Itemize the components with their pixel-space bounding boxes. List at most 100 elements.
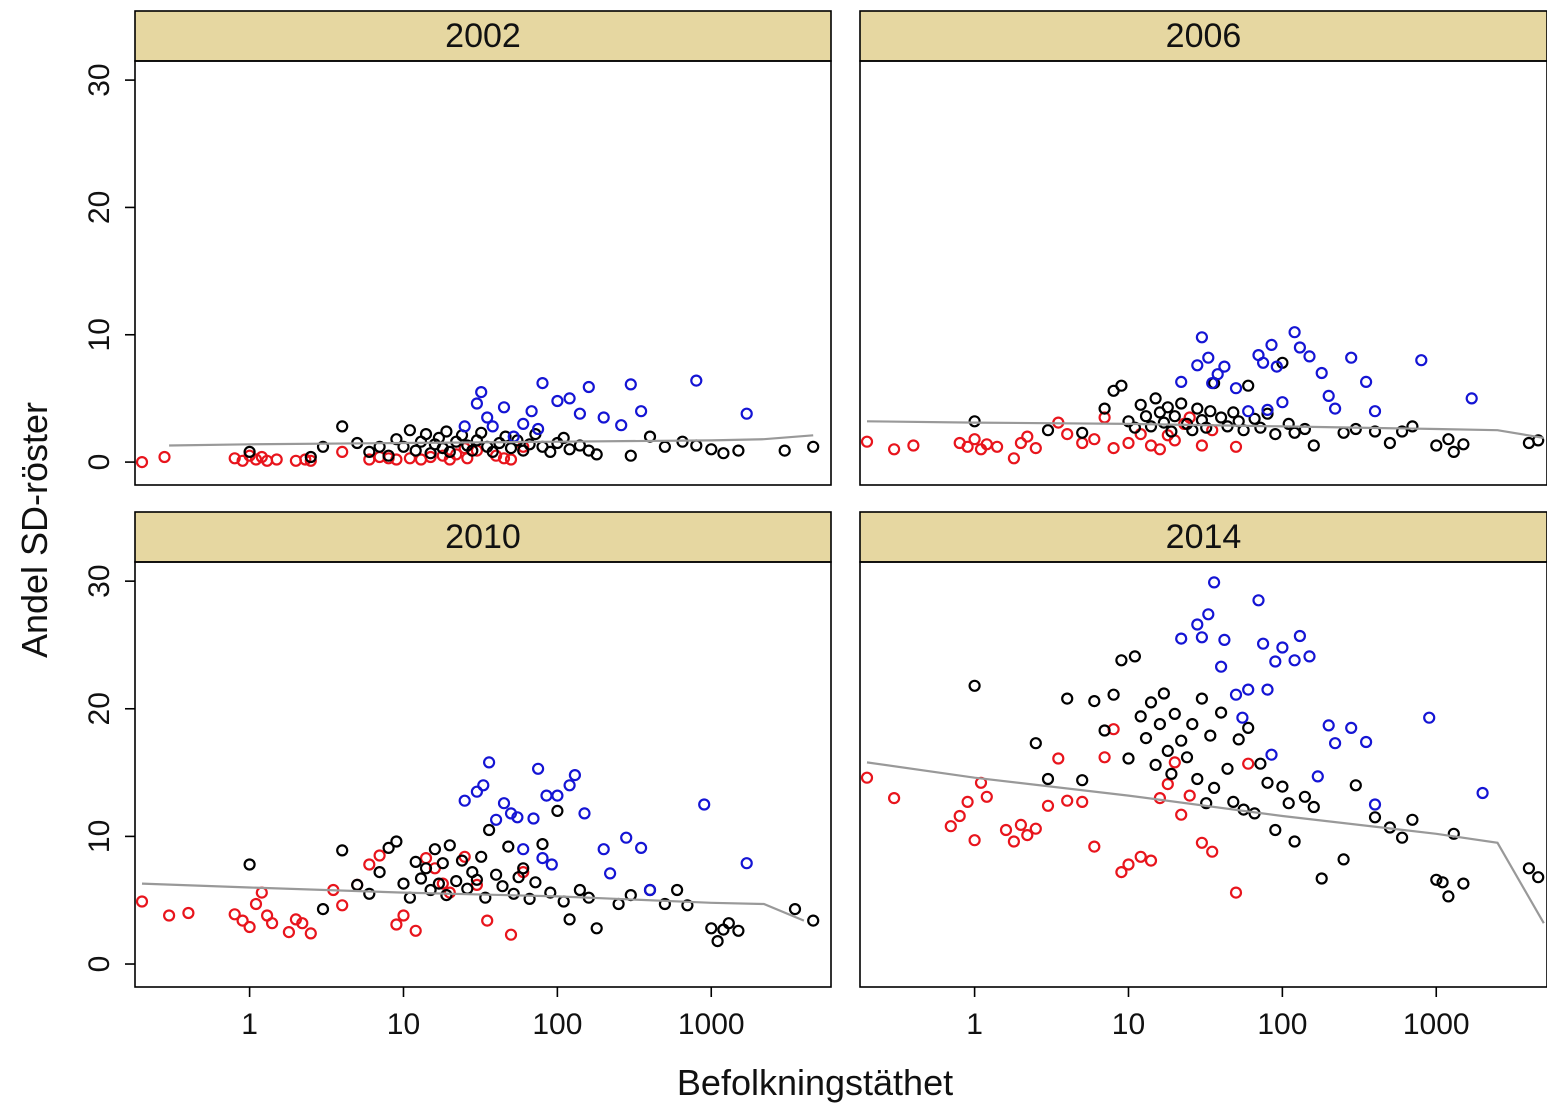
data-point-blue bbox=[1303, 350, 1316, 363]
x-axis-title: Befolkningstäthet bbox=[677, 1062, 953, 1103]
data-point-black bbox=[363, 887, 376, 900]
data-point-black bbox=[1139, 410, 1153, 423]
data-point-blue bbox=[1368, 798, 1382, 811]
data-point-black bbox=[397, 877, 410, 890]
data-point-red bbox=[1014, 436, 1028, 450]
panel-frame bbox=[134, 561, 832, 988]
data-point-black bbox=[1041, 424, 1055, 437]
data-point-red bbox=[1014, 818, 1028, 832]
data-point-blue bbox=[1242, 405, 1255, 418]
data-point-black bbox=[1430, 439, 1443, 452]
plot-area bbox=[135, 756, 820, 948]
data-point-red bbox=[1098, 411, 1111, 424]
data-point-black bbox=[1242, 721, 1255, 735]
data-point-blue bbox=[536, 851, 549, 865]
data-point-black bbox=[612, 897, 625, 911]
data-point-black bbox=[711, 934, 724, 948]
data-point-blue bbox=[1236, 711, 1249, 724]
data-point-red bbox=[1007, 452, 1021, 465]
data-point-red bbox=[243, 920, 256, 934]
data-point-blue bbox=[483, 756, 496, 769]
data-point-red bbox=[1242, 757, 1255, 770]
data-point-black bbox=[1288, 426, 1301, 439]
trend-line bbox=[866, 420, 1544, 439]
data-point-red bbox=[409, 924, 422, 937]
data-point-red bbox=[163, 909, 176, 922]
data-point-red bbox=[1098, 751, 1111, 764]
data-point-red bbox=[999, 823, 1013, 837]
data-point-red bbox=[1195, 439, 1209, 452]
data-point-blue bbox=[477, 779, 490, 792]
data-point-black bbox=[1128, 421, 1142, 434]
data-point-blue bbox=[1423, 711, 1436, 724]
data-point-red bbox=[1115, 865, 1128, 879]
data-point-black bbox=[373, 440, 386, 453]
data-point-blue bbox=[582, 380, 595, 394]
data-point-black bbox=[517, 444, 530, 457]
data-point-black bbox=[563, 913, 576, 926]
data-point-black bbox=[443, 839, 456, 852]
data-point-black bbox=[336, 420, 349, 433]
plot-area bbox=[860, 576, 1545, 924]
data-point-black bbox=[1214, 411, 1228, 424]
data-point-black bbox=[1282, 417, 1295, 430]
panel-2014: 2014 bbox=[859, 511, 1547, 988]
data-point-black bbox=[1088, 694, 1101, 708]
data-point-black bbox=[419, 862, 433, 875]
panel-strip bbox=[134, 10, 832, 62]
data-point-black bbox=[1200, 421, 1213, 434]
data-point-red bbox=[403, 452, 416, 465]
data-point-black bbox=[658, 897, 672, 911]
data-point-blue bbox=[597, 843, 610, 856]
data-point-blue bbox=[1269, 655, 1282, 668]
data-point-black bbox=[443, 445, 456, 458]
data-point-black bbox=[1061, 692, 1074, 705]
x-tick-label: 100 bbox=[1257, 1008, 1307, 1041]
data-point-black bbox=[1298, 422, 1312, 436]
data-point-blue bbox=[597, 411, 610, 424]
y-axis-title: Andel SD-röster bbox=[14, 402, 55, 658]
data-point-black bbox=[1149, 392, 1162, 405]
data-point-red bbox=[1229, 440, 1243, 453]
data-point-black bbox=[390, 433, 403, 446]
data-point-red bbox=[135, 895, 149, 908]
data-point-red bbox=[1153, 791, 1167, 805]
data-point-black bbox=[316, 902, 330, 916]
data-point-black bbox=[1115, 654, 1128, 667]
data-point-black bbox=[1144, 696, 1158, 709]
data-point-black bbox=[1261, 407, 1274, 420]
data-point-red bbox=[135, 456, 149, 469]
data-point-black bbox=[1298, 790, 1312, 803]
data-point-black bbox=[304, 450, 317, 464]
data-point-black bbox=[1207, 781, 1221, 795]
data-point-blue bbox=[573, 407, 587, 420]
panel-2010: 2010 bbox=[134, 511, 832, 988]
data-point-blue bbox=[1261, 403, 1274, 416]
trend-line bbox=[141, 882, 805, 922]
x-tick-label: 1000 bbox=[1403, 1008, 1470, 1041]
data-point-red bbox=[228, 452, 241, 465]
trend-line bbox=[866, 761, 1545, 924]
data-point-red bbox=[182, 906, 195, 920]
data-point-blue bbox=[1206, 377, 1219, 390]
data-point-blue bbox=[643, 883, 657, 897]
data-point-red bbox=[1206, 845, 1219, 858]
data-point-black bbox=[475, 850, 488, 863]
data-point-black bbox=[1430, 873, 1443, 886]
data-point-black bbox=[1349, 422, 1362, 436]
data-point-black bbox=[1161, 744, 1174, 758]
data-point-red bbox=[1029, 822, 1042, 835]
data-point-black bbox=[1227, 795, 1240, 809]
data-point-red bbox=[1076, 795, 1089, 809]
data-point-blue bbox=[634, 405, 648, 418]
data-point-black bbox=[1122, 415, 1135, 428]
data-point-black bbox=[1122, 752, 1135, 765]
data-point-black bbox=[1175, 734, 1188, 747]
data-point-red bbox=[1153, 443, 1167, 456]
data-point-black bbox=[1242, 379, 1255, 392]
data-point-black bbox=[455, 854, 469, 867]
data-point-black bbox=[428, 843, 441, 856]
data-point-red bbox=[1183, 411, 1196, 424]
data-point-red bbox=[497, 452, 511, 465]
data-point-blue bbox=[1256, 637, 1270, 650]
